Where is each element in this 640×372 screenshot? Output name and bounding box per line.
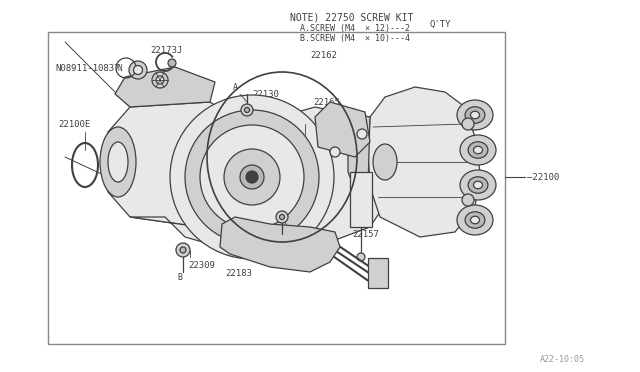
Text: N: N bbox=[118, 64, 122, 73]
Ellipse shape bbox=[108, 142, 128, 182]
Ellipse shape bbox=[457, 205, 493, 235]
Text: B: B bbox=[177, 273, 182, 282]
Ellipse shape bbox=[460, 170, 496, 200]
Ellipse shape bbox=[152, 72, 168, 88]
Ellipse shape bbox=[465, 212, 485, 228]
Ellipse shape bbox=[241, 104, 253, 116]
Ellipse shape bbox=[224, 149, 280, 205]
Polygon shape bbox=[220, 217, 340, 272]
Text: B.SCREW (M4  × 10)---4: B.SCREW (M4 × 10)---4 bbox=[300, 33, 410, 42]
Polygon shape bbox=[368, 87, 480, 237]
Ellipse shape bbox=[330, 147, 340, 157]
Ellipse shape bbox=[176, 243, 190, 257]
Ellipse shape bbox=[246, 171, 258, 183]
Ellipse shape bbox=[474, 146, 483, 154]
Bar bbox=[48, 32, 505, 344]
Text: 22100E: 22100E bbox=[58, 119, 90, 128]
Text: 22183: 22183 bbox=[225, 269, 252, 279]
Ellipse shape bbox=[156, 76, 164, 84]
Ellipse shape bbox=[244, 108, 250, 112]
Ellipse shape bbox=[200, 125, 304, 229]
Polygon shape bbox=[348, 114, 370, 190]
Ellipse shape bbox=[465, 107, 485, 123]
Ellipse shape bbox=[470, 111, 479, 119]
Text: —22100: —22100 bbox=[527, 173, 559, 182]
Text: 22157: 22157 bbox=[352, 230, 379, 238]
Text: 22165: 22165 bbox=[313, 97, 340, 106]
Text: Q'TY: Q'TY bbox=[430, 19, 451, 29]
Bar bbox=[368, 258, 388, 288]
Ellipse shape bbox=[168, 59, 176, 67]
Ellipse shape bbox=[240, 165, 264, 189]
Polygon shape bbox=[268, 107, 390, 242]
Ellipse shape bbox=[280, 215, 285, 219]
Text: A: A bbox=[232, 83, 237, 92]
Text: A22-10:05: A22-10:05 bbox=[540, 356, 585, 365]
Text: B: B bbox=[290, 231, 295, 241]
Ellipse shape bbox=[468, 177, 488, 193]
Text: 22162: 22162 bbox=[310, 51, 337, 60]
Ellipse shape bbox=[129, 61, 147, 79]
Polygon shape bbox=[130, 207, 240, 247]
Text: 22130: 22130 bbox=[252, 90, 279, 99]
Ellipse shape bbox=[100, 127, 136, 197]
Ellipse shape bbox=[462, 194, 474, 206]
Ellipse shape bbox=[468, 142, 488, 158]
Ellipse shape bbox=[276, 211, 288, 223]
Text: 22173J: 22173J bbox=[150, 45, 182, 55]
Ellipse shape bbox=[462, 118, 474, 130]
Ellipse shape bbox=[180, 247, 186, 253]
Ellipse shape bbox=[170, 95, 334, 259]
Text: N08911-10837: N08911-10837 bbox=[55, 64, 120, 73]
Text: 22309: 22309 bbox=[188, 260, 215, 269]
Bar bbox=[350, 172, 372, 227]
Ellipse shape bbox=[373, 144, 397, 180]
Text: NOTE) 22750 SCREW KIT: NOTE) 22750 SCREW KIT bbox=[290, 12, 413, 22]
Ellipse shape bbox=[357, 129, 367, 139]
Ellipse shape bbox=[134, 65, 143, 74]
Text: —22105: —22105 bbox=[293, 235, 325, 244]
Ellipse shape bbox=[474, 181, 483, 189]
Ellipse shape bbox=[357, 253, 365, 261]
Ellipse shape bbox=[185, 110, 319, 244]
Polygon shape bbox=[108, 102, 240, 227]
Polygon shape bbox=[315, 102, 370, 157]
Ellipse shape bbox=[457, 100, 493, 130]
Ellipse shape bbox=[460, 135, 496, 165]
Text: B: B bbox=[303, 138, 307, 147]
Text: A.SCREW (M4  × 12)---2: A.SCREW (M4 × 12)---2 bbox=[300, 23, 410, 32]
Ellipse shape bbox=[470, 216, 479, 224]
Polygon shape bbox=[115, 67, 215, 107]
